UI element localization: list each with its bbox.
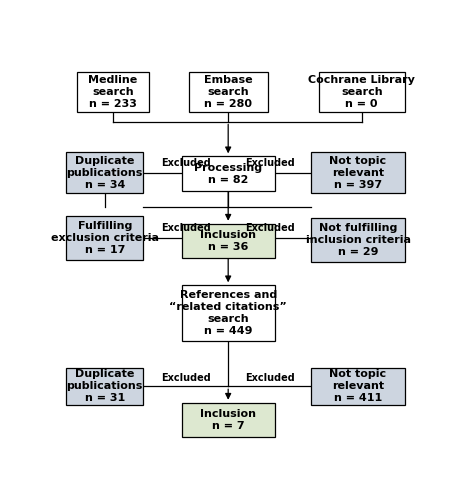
FancyBboxPatch shape [66, 152, 143, 193]
Text: Medline
search
n = 233: Medline search n = 233 [88, 75, 137, 109]
Text: Excluded: Excluded [245, 158, 295, 168]
FancyBboxPatch shape [77, 72, 149, 112]
Text: Duplicate
publications
n = 31: Duplicate publications n = 31 [67, 370, 143, 404]
FancyBboxPatch shape [312, 368, 405, 405]
Text: Not topic
relevant
n = 411: Not topic relevant n = 411 [329, 370, 387, 404]
Text: Excluded: Excluded [161, 224, 211, 234]
FancyBboxPatch shape [66, 368, 143, 405]
Text: Inclusion
n = 7: Inclusion n = 7 [200, 409, 256, 431]
Text: Excluded: Excluded [245, 224, 295, 234]
Text: References and
“related citations”
search
n = 449: References and “related citations” searc… [169, 290, 287, 336]
FancyBboxPatch shape [182, 402, 275, 438]
Text: Excluded: Excluded [245, 373, 295, 383]
FancyBboxPatch shape [312, 218, 405, 262]
FancyBboxPatch shape [182, 285, 275, 341]
Text: Cochrane Library
search
n = 0: Cochrane Library search n = 0 [308, 75, 415, 109]
FancyBboxPatch shape [189, 72, 268, 112]
FancyBboxPatch shape [66, 216, 143, 260]
FancyBboxPatch shape [182, 156, 275, 191]
FancyBboxPatch shape [312, 152, 405, 193]
Text: Processing
n = 82: Processing n = 82 [194, 162, 262, 184]
Text: Not fulfilling
inclusion criteria
n = 29: Not fulfilling inclusion criteria n = 29 [305, 223, 411, 257]
Text: Duplicate
publications
n = 34: Duplicate publications n = 34 [67, 156, 143, 190]
Text: Excluded: Excluded [161, 373, 211, 383]
Text: Excluded: Excluded [161, 158, 211, 168]
Text: Inclusion
n = 36: Inclusion n = 36 [200, 230, 256, 252]
FancyBboxPatch shape [182, 224, 275, 258]
Text: Fulfilling
exclusion criteria
n = 17: Fulfilling exclusion criteria n = 17 [51, 221, 159, 255]
Text: Embase
search
n = 280: Embase search n = 280 [204, 75, 253, 109]
Text: Not topic
relevant
n = 397: Not topic relevant n = 397 [329, 156, 387, 190]
FancyBboxPatch shape [319, 72, 405, 112]
